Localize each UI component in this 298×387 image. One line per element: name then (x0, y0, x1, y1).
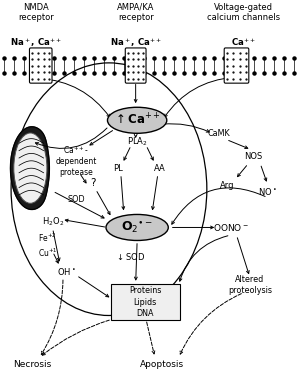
Text: SOD: SOD (68, 195, 85, 204)
Text: OONO$^-$: OONO$^-$ (212, 222, 249, 233)
Text: Ca$^{++}$: Ca$^{++}$ (232, 37, 256, 48)
Text: Altered
proteolysis: Altered proteolysis (228, 275, 272, 295)
Text: Na$^+$, Ca$^{++}$: Na$^+$, Ca$^{++}$ (110, 36, 162, 49)
Text: CaMK: CaMK (207, 129, 230, 138)
Text: Na$^+$, Ca$^{++}$: Na$^+$, Ca$^{++}$ (10, 36, 62, 49)
Text: H$_2$O$_2$: H$_2$O$_2$ (41, 216, 64, 228)
FancyBboxPatch shape (125, 48, 146, 83)
Text: OH$^\bullet$: OH$^\bullet$ (57, 266, 75, 277)
FancyBboxPatch shape (30, 48, 52, 83)
Ellipse shape (106, 214, 168, 240)
Text: PL: PL (113, 164, 123, 173)
Text: ?: ? (90, 178, 95, 188)
FancyBboxPatch shape (224, 48, 249, 83)
Text: Arg: Arg (220, 181, 235, 190)
Text: O$_2$$^{\bullet-}$: O$_2$$^{\bullet-}$ (121, 220, 153, 235)
Text: Ca$^{++}$-
dependent
protease: Ca$^{++}$- dependent protease (56, 144, 97, 177)
Polygon shape (10, 127, 49, 209)
Text: Fe$^{+2}$
Cu$^{+1}$: Fe$^{+2}$ Cu$^{+1}$ (38, 232, 57, 259)
Text: Proteins
Lipids
DNA: Proteins Lipids DNA (129, 286, 162, 318)
Text: $\downarrow$SOD: $\downarrow$SOD (115, 251, 145, 262)
Text: Voltage-gated
calcium channels: Voltage-gated calcium channels (207, 3, 280, 22)
Ellipse shape (108, 107, 167, 133)
Text: NOS: NOS (244, 152, 262, 161)
Text: NMDA
receptor: NMDA receptor (18, 3, 54, 22)
Ellipse shape (14, 133, 47, 203)
Text: PLA$_2$: PLA$_2$ (127, 136, 148, 148)
Text: Apoptosis: Apoptosis (140, 360, 184, 368)
Text: AMPA/KA
receptor: AMPA/KA receptor (117, 3, 154, 22)
Text: NO$^\bullet$: NO$^\bullet$ (258, 186, 277, 197)
Text: Necrosis: Necrosis (13, 360, 51, 368)
Text: $\uparrow$Ca$^{++}$: $\uparrow$Ca$^{++}$ (113, 113, 161, 128)
FancyBboxPatch shape (111, 284, 180, 320)
Text: AA: AA (153, 164, 165, 173)
